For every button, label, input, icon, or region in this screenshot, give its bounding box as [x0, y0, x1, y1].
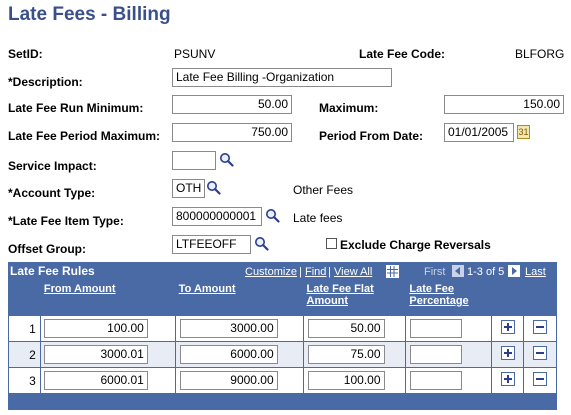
offset-group-label: Offset Group:: [8, 242, 86, 256]
table-row: 3 6000.01 9000.00 100.00: [8, 367, 557, 394]
delete-row-icon[interactable]: [533, 346, 548, 360]
percentage-input[interactable]: [410, 371, 463, 390]
maximum-label: Maximum:: [319, 101, 379, 115]
item-type-input[interactable]: 800000000001: [172, 207, 262, 226]
period-maximum-input[interactable]: 750.00: [172, 123, 292, 142]
rules-table: From Amount To Amount Late Fee Flat Amou…: [8, 280, 557, 394]
previous-icon: [452, 265, 464, 277]
percentage-input[interactable]: [410, 319, 463, 338]
row-number: 3: [8, 367, 41, 394]
delete-row-icon[interactable]: [533, 372, 548, 386]
percentage-input[interactable]: [410, 345, 463, 364]
offset-group-input[interactable]: LTFEEOFF: [172, 235, 251, 254]
exclude-reversals-checkbox[interactable]: [326, 238, 337, 249]
description-label: *Description:: [8, 75, 83, 89]
row-number: 2: [8, 341, 41, 368]
latefee-code-value: BLFORG: [515, 47, 565, 61]
view-all-link[interactable]: View All: [334, 266, 373, 278]
table-row: 1 100.00 3000.00 50.00: [8, 315, 557, 342]
flat-amount-input[interactable]: 100.00: [307, 371, 385, 390]
description-input[interactable]: Late Fee Billing -Organization: [172, 68, 392, 87]
table-row: 2 3000.01 6000.00 75.00: [8, 341, 557, 368]
item-type-lookup-icon[interactable]: [265, 208, 280, 223]
item-type-label: *Late Fee Item Type:: [8, 214, 124, 228]
flat-amount-input[interactable]: 75.00: [307, 345, 385, 364]
setid-label: SetID:: [8, 47, 43, 61]
col-flat-amount[interactable]: Late Fee Flat Amount: [302, 280, 407, 316]
service-impact-input[interactable]: [172, 151, 216, 170]
from-amount-input[interactable]: 3000.01: [43, 345, 148, 364]
flat-amount-input[interactable]: 50.00: [307, 319, 385, 338]
find-link[interactable]: Find: [305, 266, 327, 278]
exclude-reversals-label: Exclude Charge Reversals: [340, 238, 491, 252]
row-range: 1-3 of 5: [467, 266, 505, 278]
late-fee-rules-grid: Late Fee Rules Customize | Find | View A…: [8, 262, 557, 410]
period-maximum-label: Late Fee Period Maximum:: [8, 129, 161, 143]
setid-value: PSUNV: [174, 47, 216, 61]
to-amount-input[interactable]: 3000.00: [179, 319, 278, 338]
add-row-icon[interactable]: [500, 372, 515, 386]
first-link: First: [424, 266, 446, 278]
service-impact-lookup-icon[interactable]: [219, 152, 234, 167]
maximum-input[interactable]: 150.00: [444, 95, 564, 114]
account-type-input[interactable]: OTH: [172, 179, 205, 198]
to-amount-input[interactable]: 9000.00: [179, 371, 278, 390]
from-amount-input[interactable]: 6000.01: [43, 371, 148, 390]
page-title: Late Fees - Billing: [8, 4, 171, 25]
account-type-description: Other Fees: [293, 183, 354, 197]
offset-group-lookup-icon[interactable]: [254, 236, 269, 251]
download-grid-icon[interactable]: [386, 265, 399, 278]
calendar-icon[interactable]: 31: [517, 125, 530, 139]
period-from-date-label: Period From Date:: [319, 129, 424, 143]
last-link[interactable]: Last: [525, 266, 546, 278]
col-to-amount[interactable]: To Amount: [174, 280, 304, 316]
run-minimum-input[interactable]: 50.00: [172, 95, 292, 114]
latefee-code-label: Late Fee Code:: [359, 47, 446, 61]
period-from-date-input[interactable]: 01/01/2005: [444, 123, 514, 142]
row-number: 1: [8, 315, 41, 342]
delete-row-icon[interactable]: [533, 320, 548, 334]
add-row-icon[interactable]: [500, 346, 515, 360]
run-minimum-label: Late Fee Run Minimum:: [8, 101, 144, 115]
service-impact-label: Service Impact:: [8, 159, 97, 173]
item-type-description: Late fees: [293, 211, 343, 225]
account-type-label: *Account Type:: [8, 186, 96, 200]
customize-link[interactable]: Customize: [245, 266, 297, 278]
account-type-lookup-icon[interactable]: [206, 180, 221, 195]
add-row-icon[interactable]: [500, 320, 515, 334]
grid-title: Late Fee Rules: [10, 264, 95, 278]
col-from-amount[interactable]: From Amount: [39, 280, 176, 316]
next-icon[interactable]: [508, 265, 520, 277]
to-amount-input[interactable]: 6000.00: [179, 345, 278, 364]
col-percentage[interactable]: Late Fee Percentage: [405, 280, 493, 316]
from-amount-input[interactable]: 100.00: [43, 319, 148, 338]
